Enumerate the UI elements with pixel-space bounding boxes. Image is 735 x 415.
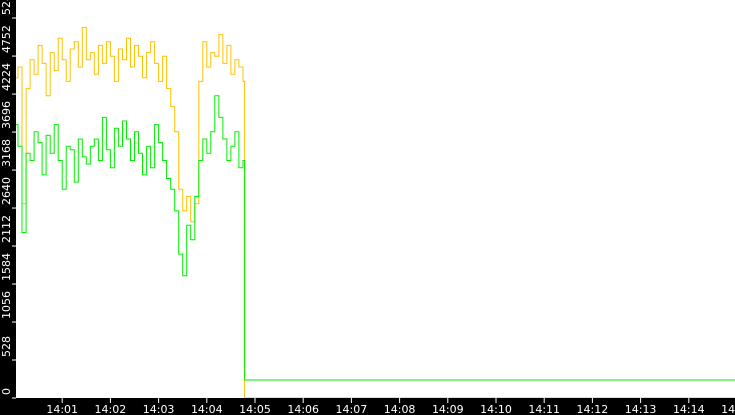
- x-tick-label: 14:10: [480, 403, 512, 415]
- y-tick-label: 1056: [0, 291, 13, 319]
- x-tick-label: 14:14: [673, 403, 705, 415]
- x-tick-label: 14:01: [46, 403, 78, 415]
- y-tick-label: 0: [0, 388, 13, 395]
- x-tick-label: 14:13: [625, 403, 657, 415]
- y-tick-label: 528: [0, 336, 13, 357]
- x-tick-label: 14:08: [384, 403, 416, 415]
- x-tick-label: 14:07: [336, 403, 368, 415]
- x-tick-label: 14:09: [432, 403, 464, 415]
- x-tick-label: 14:02: [95, 403, 127, 415]
- y-axis-band: [0, 0, 16, 415]
- plot-area: [16, 0, 735, 398]
- x-tick-label: 14:04: [191, 403, 223, 415]
- y-tick-label: 1584: [0, 253, 13, 281]
- y-tick-label: 4752: [0, 25, 13, 53]
- y-tick-label: 2112: [0, 215, 13, 243]
- series-line-0: [14, 26, 735, 399]
- y-tick-label: 5281: [0, 0, 13, 15]
- x-tick-label: 14:11: [528, 403, 560, 415]
- x-tick-label: 14:15: [721, 403, 735, 415]
- x-axis-band: [0, 398, 735, 415]
- y-tick-label: 4224: [0, 63, 13, 91]
- x-tick-label: 14:06: [287, 403, 319, 415]
- y-tick-label: 3696: [0, 101, 13, 129]
- y-tick-label: 3168: [0, 139, 13, 167]
- series-line-1: [14, 95, 735, 381]
- x-tick-label: 14:05: [239, 403, 271, 415]
- x-tick-label: 14:12: [577, 403, 609, 415]
- y-tick-label: 2640: [0, 177, 13, 205]
- x-tick-label: 14:03: [143, 403, 175, 415]
